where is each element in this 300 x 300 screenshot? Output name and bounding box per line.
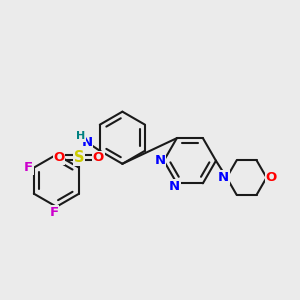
Text: S: S xyxy=(74,150,84,165)
Text: F: F xyxy=(24,161,33,174)
Text: N: N xyxy=(218,171,229,184)
Text: N: N xyxy=(169,180,180,193)
Text: O: O xyxy=(93,151,104,164)
Text: O: O xyxy=(266,171,277,184)
Text: N: N xyxy=(154,154,166,167)
Text: O: O xyxy=(53,151,64,164)
Text: F: F xyxy=(50,206,58,219)
Text: N: N xyxy=(82,136,93,149)
Text: H: H xyxy=(76,131,85,141)
